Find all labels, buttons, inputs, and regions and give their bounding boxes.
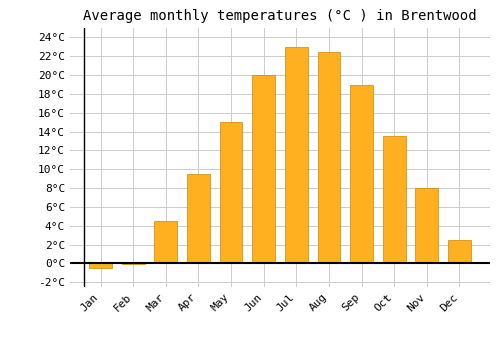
Bar [252,75,275,264]
Bar [89,264,112,268]
Bar [318,51,340,264]
Bar [154,221,177,264]
Bar [285,47,308,264]
Bar [350,84,373,264]
Bar [416,188,438,264]
Bar [383,136,406,264]
Title: Average monthly temperatures (°C ) in Brentwood: Average monthly temperatures (°C ) in Br… [83,9,477,23]
Bar [220,122,242,264]
Bar [448,240,471,264]
Bar [187,174,210,264]
